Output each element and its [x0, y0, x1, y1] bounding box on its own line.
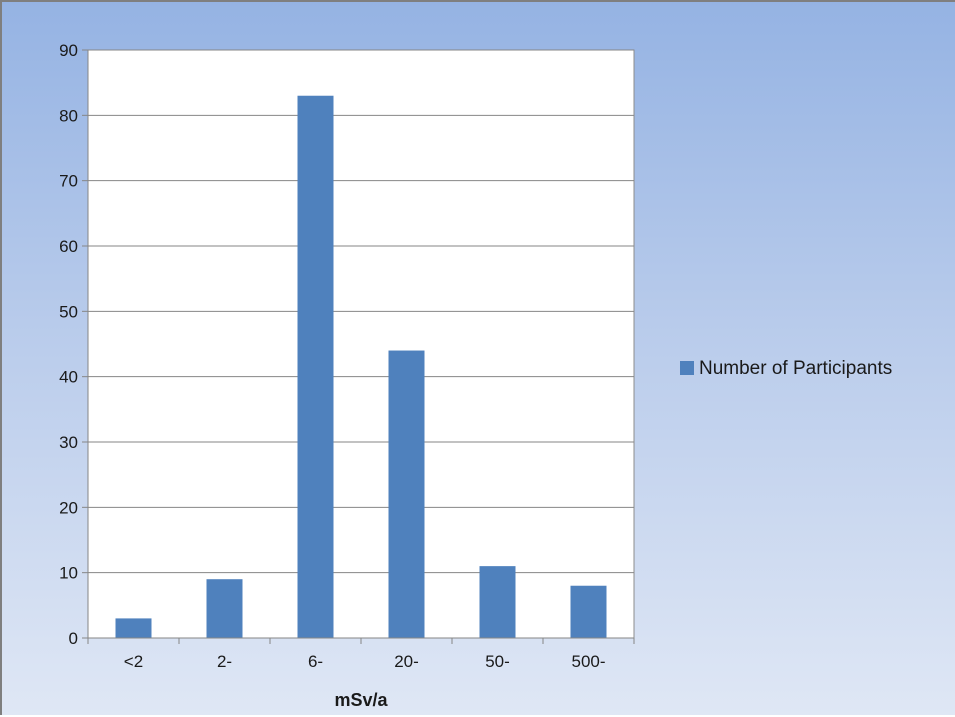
y-tick-label: 50 [59, 302, 78, 321]
y-tick-labels: 0 10 20 30 40 50 60 70 80 90 [59, 41, 78, 648]
x-axis-title: mSv/a [334, 690, 388, 710]
y-tick-label: 40 [59, 368, 78, 387]
y-tick-label: 80 [59, 106, 78, 125]
x-tick-labels: <2 2- 6- 20- 50- 500- [124, 652, 606, 671]
legend-label: Number of Participants [699, 358, 892, 379]
y-tick-label: 20 [59, 498, 78, 517]
y-tick-label: 70 [59, 172, 78, 191]
legend-swatch [680, 361, 694, 375]
x-tick-label: 6- [308, 652, 323, 671]
x-tick-label: 500- [571, 652, 605, 671]
bar [297, 95, 334, 638]
bar [206, 579, 243, 638]
x-tick-label: 2- [217, 652, 232, 671]
y-tick-label: 30 [59, 433, 78, 452]
plot-area [87, 49, 635, 639]
legend: Number of Participants [680, 358, 892, 379]
y-tick-label: 0 [69, 629, 78, 648]
axes [82, 49, 635, 644]
x-tick-label: 50- [485, 652, 510, 671]
x-tick-label: <2 [124, 652, 143, 671]
bar [570, 585, 607, 638]
y-tick-label: 90 [59, 41, 78, 60]
bar [388, 350, 425, 638]
bar [479, 566, 516, 638]
y-tick-label: 10 [59, 564, 78, 583]
y-tick-label: 60 [59, 237, 78, 256]
x-tick-label: 20- [394, 652, 419, 671]
bars [115, 95, 607, 638]
bar [115, 618, 152, 638]
gridlines [88, 49, 634, 574]
